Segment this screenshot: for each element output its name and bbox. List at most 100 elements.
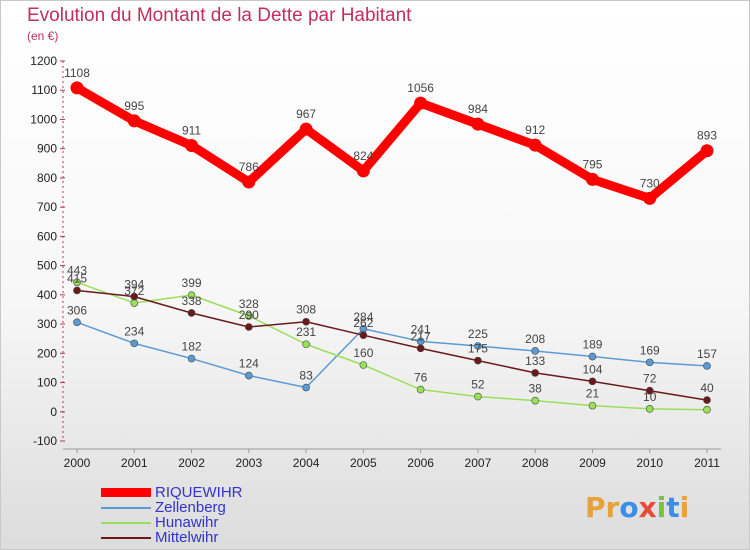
data-point — [703, 396, 711, 404]
data-point — [474, 342, 482, 350]
x-tick-label: 2010 — [636, 456, 663, 470]
y-tick-label: 300 — [37, 317, 57, 331]
data-point — [245, 312, 253, 320]
data-label: 38 — [529, 382, 543, 396]
data-point — [359, 331, 368, 339]
data-label: 104 — [582, 362, 602, 376]
data-point — [645, 386, 654, 395]
logo-letter: r — [605, 491, 620, 524]
data-point — [414, 96, 428, 110]
data-label: 328 — [239, 297, 259, 311]
data-label: 124 — [239, 357, 259, 371]
data-label: 72 — [643, 372, 657, 386]
data-label: 306 — [67, 303, 87, 317]
data-point — [130, 292, 139, 301]
data-label: 308 — [296, 303, 316, 317]
data-point — [359, 361, 368, 369]
data-point — [588, 377, 597, 386]
data-point — [299, 122, 313, 136]
data-label: 160 — [353, 346, 373, 360]
data-point — [474, 356, 482, 365]
data-label: 76 — [414, 371, 428, 385]
y-tick-label: 500 — [37, 259, 57, 273]
data-label: 893 — [697, 129, 717, 143]
data-point — [645, 358, 654, 367]
data-label: 83 — [299, 369, 313, 383]
series-line-mittelwihr — [76, 289, 708, 401]
data-point — [416, 385, 425, 394]
data-label: 40 — [700, 381, 714, 395]
x-tick-label: 2007 — [465, 456, 492, 470]
data-point — [643, 191, 657, 205]
logo-letter: x — [638, 491, 657, 524]
data-point — [245, 371, 253, 380]
proxiti-logo: Proxiti — [585, 491, 689, 524]
legend-swatch-zellenberg — [101, 506, 151, 509]
chart-title: Evolution du Montant de la Dette par Hab… — [27, 5, 412, 26]
data-point — [703, 405, 711, 414]
data-label: 372 — [124, 284, 144, 298]
x-tick-label: 2008 — [522, 456, 549, 470]
data-label: 995 — [124, 99, 144, 113]
chart-subtitle: (en €) — [27, 29, 59, 43]
x-tick-label: 2001 — [121, 456, 148, 470]
data-label: 284 — [353, 310, 373, 324]
legend-item-riquewihr: RIQUEWIHR — [101, 485, 243, 500]
y-tick-label: 100 — [37, 376, 57, 390]
legend-swatch-riquewihr — [101, 488, 151, 497]
legend-swatch-mittelwihr — [101, 536, 151, 539]
data-point — [185, 138, 199, 152]
data-point — [187, 291, 196, 299]
y-tick-label: 400 — [37, 288, 57, 302]
y-tick-label: 700 — [37, 200, 57, 214]
data-point — [73, 278, 81, 287]
x-tick-label: 2003 — [235, 456, 262, 470]
data-label: 443 — [67, 263, 87, 277]
data-point — [302, 383, 310, 392]
data-label: 984 — [468, 102, 488, 116]
y-tick-label: 1000 — [30, 112, 57, 126]
data-point — [302, 340, 310, 349]
y-tick-label: 200 — [37, 346, 57, 360]
data-label: 169 — [640, 343, 660, 357]
data-point — [588, 401, 597, 410]
x-tick-label: 2006 — [407, 456, 434, 470]
data-label: 399 — [182, 276, 202, 290]
data-label: 241 — [411, 322, 431, 336]
data-point — [242, 175, 256, 189]
y-tick-label: 600 — [37, 229, 57, 243]
y-tick-label: 0 — [50, 405, 57, 419]
logo-letter: i — [679, 491, 690, 524]
series-line-riquewihr — [72, 83, 712, 203]
axes-layer: -100 0 100 200 300 400 500 600 700 800 900 1000 1100… — [30, 54, 721, 470]
legend-label: Zellenberg — [155, 499, 226, 516]
data-label: 182 — [182, 340, 202, 354]
legend-label: RIQUEWIHR — [155, 484, 243, 501]
x-tick-label: 2000 — [64, 456, 91, 470]
data-label: 1108 — [64, 66, 90, 80]
data-label: 217 — [411, 329, 431, 343]
logo-letter: o — [619, 491, 639, 524]
series-line-zellenberg — [76, 321, 708, 389]
data-point — [73, 286, 81, 295]
data-point — [471, 117, 485, 131]
data-label: 133 — [525, 354, 545, 368]
data-point — [302, 317, 310, 326]
data-label: 157 — [697, 347, 717, 361]
x-tick-label: 2004 — [293, 456, 320, 470]
legend-label: Hunawihr — [155, 514, 219, 531]
x-tick-label: 2011 — [694, 456, 720, 470]
data-point — [416, 344, 425, 353]
data-label: 290 — [239, 308, 259, 322]
data-label: 234 — [124, 324, 144, 338]
data-point — [73, 318, 81, 327]
y-tick-label: -100 — [33, 434, 57, 448]
data-point — [531, 369, 539, 377]
legend-label: Mittelwihr — [155, 529, 219, 546]
legend-swatch-hunawihr — [101, 521, 151, 524]
data-label: 21 — [586, 387, 600, 401]
data-label: 795 — [582, 157, 602, 171]
data-label: 231 — [296, 325, 316, 339]
